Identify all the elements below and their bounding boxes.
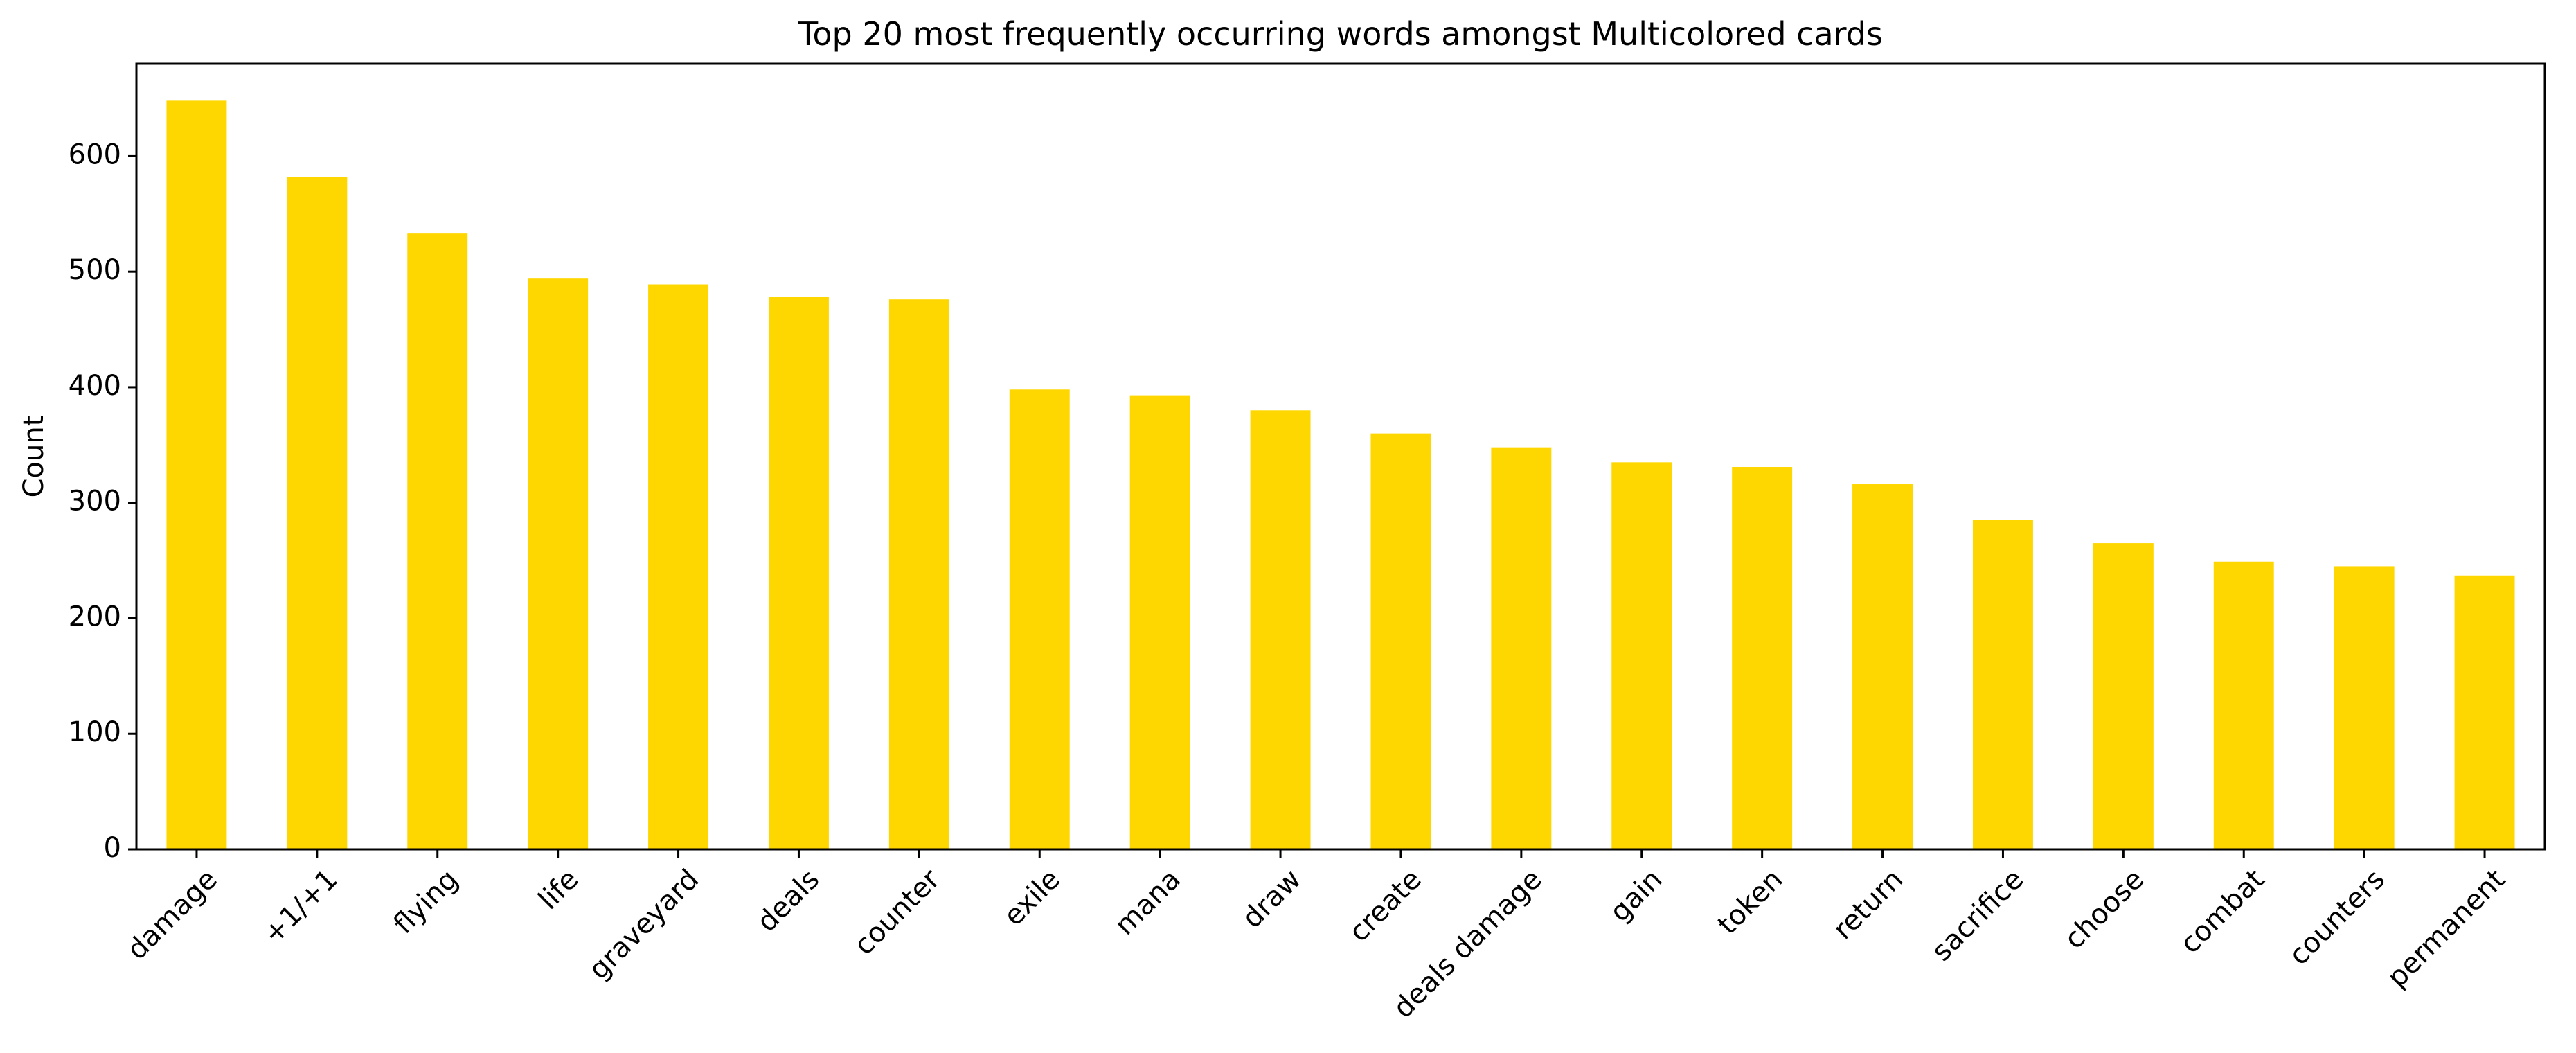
- bar-token: [1732, 467, 1793, 849]
- x-tick-label: life: [533, 863, 585, 916]
- bar-draw: [1250, 410, 1311, 849]
- bar-combat: [2213, 561, 2274, 849]
- bar-graveyard: [648, 284, 709, 849]
- y-axis-ticks: 0 100 200 300 400 500 600: [69, 139, 136, 864]
- bar-deals-damage: [1491, 447, 1552, 849]
- x-tick-label: create: [1343, 863, 1427, 948]
- bar-permanent: [2454, 575, 2515, 849]
- bar-counter: [888, 299, 949, 849]
- x-tick-label: choose: [2058, 863, 2150, 955]
- y-axis-label: Count: [18, 416, 50, 498]
- y-tick-label: 400: [69, 370, 121, 402]
- bar-choose: [2093, 543, 2154, 849]
- bar--1-1: [287, 177, 348, 849]
- bar-damage: [166, 100, 227, 849]
- x-tick-label: sacrifice: [1926, 863, 2030, 967]
- x-tick-label: mana: [1109, 863, 1187, 941]
- x-tick-label: permanent: [2381, 863, 2512, 993]
- x-tick-label: draw: [1236, 863, 1307, 935]
- x-tick-label: +1/+1: [257, 863, 343, 950]
- bar-return: [1852, 484, 1913, 849]
- x-tick-label: counters: [2283, 863, 2391, 971]
- chart-title: Top 20 most frequently occurring words a…: [798, 15, 1883, 53]
- bar-life: [528, 278, 589, 849]
- x-tick-label: graveyard: [583, 863, 706, 986]
- y-tick-label: 0: [104, 832, 121, 864]
- bar-deals: [768, 297, 829, 849]
- y-tick-label: 600: [69, 139, 121, 170]
- bar-counters: [2334, 566, 2395, 849]
- x-tick-label: deals: [751, 863, 825, 938]
- bar-create: [1370, 433, 1431, 849]
- x-tick-label: return: [1827, 863, 1909, 946]
- bar-mana: [1129, 395, 1190, 849]
- bar-flying: [407, 233, 468, 849]
- x-tick-label: combat: [2174, 863, 2271, 959]
- x-tick-label: damage: [121, 863, 224, 966]
- bar-sacrifice: [1972, 520, 2033, 849]
- x-tick-label: token: [1712, 863, 1789, 941]
- y-tick-label: 100: [69, 716, 121, 748]
- bar-exile: [1009, 389, 1070, 849]
- y-tick-label: 500: [69, 254, 121, 286]
- x-tick-label: gain: [1604, 863, 1669, 928]
- x-tick-label: counter: [848, 863, 947, 962]
- y-tick-label: 300: [69, 486, 121, 517]
- x-tick-label: exile: [998, 863, 1066, 932]
- bar-gain: [1611, 462, 1672, 849]
- plot-area-frame: [135, 62, 2546, 851]
- x-tick-label: flying: [388, 863, 465, 940]
- bars-group: [166, 100, 2515, 849]
- y-tick-label: 200: [69, 601, 121, 632]
